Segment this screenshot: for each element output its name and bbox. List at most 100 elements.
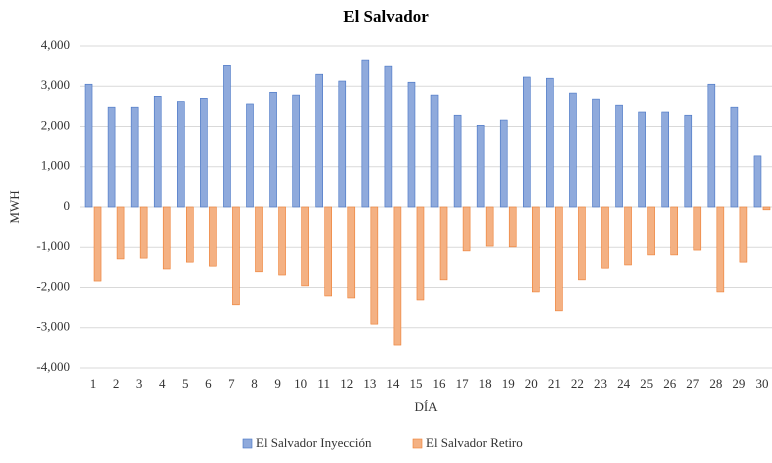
y-tick-label: 3,000: [41, 77, 70, 92]
bar: [670, 206, 679, 256]
y-tick-label: 1,000: [41, 158, 70, 173]
x-tick-label: 27: [686, 376, 700, 391]
bar: [508, 206, 517, 248]
bar: [255, 206, 263, 273]
bar: [93, 206, 102, 282]
x-tick-label: 24: [617, 376, 631, 391]
bar: [84, 83, 93, 208]
bar: [439, 206, 448, 281]
bar: [546, 77, 554, 208]
y-tick-label: -3,000: [36, 319, 70, 334]
y-axis-label: MWH: [7, 190, 22, 223]
bar: [232, 206, 240, 306]
bar: [430, 94, 439, 208]
y-tick-label: -1,000: [36, 238, 70, 253]
bar: [177, 101, 185, 208]
legend-label: El Salvador Retiro: [426, 435, 523, 450]
bar: [384, 65, 393, 208]
x-tick-label: 11: [317, 376, 330, 391]
x-tick-label: 22: [571, 376, 584, 391]
bar: [569, 92, 577, 208]
bar: [462, 206, 471, 252]
bar: [499, 119, 508, 208]
x-tick-label: 23: [594, 376, 607, 391]
bar: [707, 83, 716, 208]
x-tick-label: 26: [663, 376, 677, 391]
x-tick-label: 30: [755, 376, 768, 391]
x-tick-label: 20: [525, 376, 538, 391]
bar: [730, 106, 739, 208]
x-tick-label: 21: [548, 376, 561, 391]
bar: [647, 206, 655, 256]
x-tick-label: 9: [274, 376, 281, 391]
bar: [522, 76, 531, 208]
bar: [361, 59, 370, 208]
bar: [139, 206, 148, 259]
x-tick-label: 6: [205, 376, 212, 391]
bar: [624, 206, 632, 266]
x-tick-label: 25: [640, 376, 653, 391]
x-tick-label: 10: [294, 376, 307, 391]
bar: [407, 81, 416, 208]
y-tick-label: -4,000: [36, 359, 70, 374]
x-tick-label: 15: [409, 376, 422, 391]
bar: [269, 91, 277, 208]
bar: [693, 206, 702, 251]
bar: [301, 206, 309, 287]
x-tick-label: 1: [90, 376, 97, 391]
bar: [209, 206, 217, 267]
x-tick-label: 13: [363, 376, 376, 391]
bar: [684, 114, 693, 208]
bar: [370, 206, 379, 325]
bar: [615, 104, 623, 208]
bar: [116, 206, 125, 260]
bar: [739, 206, 748, 263]
bar: [162, 206, 171, 270]
x-tick-label: 12: [340, 376, 353, 391]
legend-swatch: [412, 438, 423, 449]
bar: [638, 111, 646, 208]
legend-label: El Salvador Inyección: [256, 435, 372, 450]
x-tick-label: 29: [732, 376, 745, 391]
x-tick-label: 19: [502, 376, 515, 391]
bar: [315, 73, 324, 208]
bar: [555, 206, 563, 312]
x-tick-label: 28: [709, 376, 722, 391]
chart-title: El Salvador: [343, 7, 429, 26]
legend-swatch: [242, 438, 253, 449]
bar: [753, 155, 762, 208]
bar: [661, 111, 670, 208]
y-tick-label: 0: [64, 198, 71, 213]
x-tick-label: 4: [159, 376, 166, 391]
bar: [592, 98, 600, 208]
x-tick-label: 5: [182, 376, 189, 391]
y-tick-label: 2,000: [41, 117, 70, 132]
x-tick-label: 2: [113, 376, 120, 391]
bar: [416, 206, 425, 301]
y-tick-label: -2,000: [36, 278, 70, 293]
bar: [246, 103, 254, 208]
bar: [476, 124, 485, 208]
x-tick-label: 16: [433, 376, 447, 391]
bar: [762, 206, 771, 211]
bar: [223, 65, 231, 208]
bar: [453, 114, 462, 208]
x-tick-label: 3: [136, 376, 143, 391]
bar: [347, 206, 356, 299]
bar: [130, 106, 139, 208]
bar: [716, 206, 725, 293]
bar: [393, 206, 402, 346]
bar: [324, 206, 333, 297]
x-tick-label: 17: [456, 376, 470, 391]
bar: [531, 206, 540, 293]
x-tick-label: 18: [479, 376, 492, 391]
x-tick-label: 8: [251, 376, 258, 391]
y-tick-label: 4,000: [41, 37, 70, 52]
bar: [601, 206, 609, 269]
bar: [292, 94, 300, 208]
bar: [578, 206, 586, 281]
bar: [107, 106, 116, 208]
bar: [338, 80, 347, 208]
bar: [200, 98, 208, 208]
